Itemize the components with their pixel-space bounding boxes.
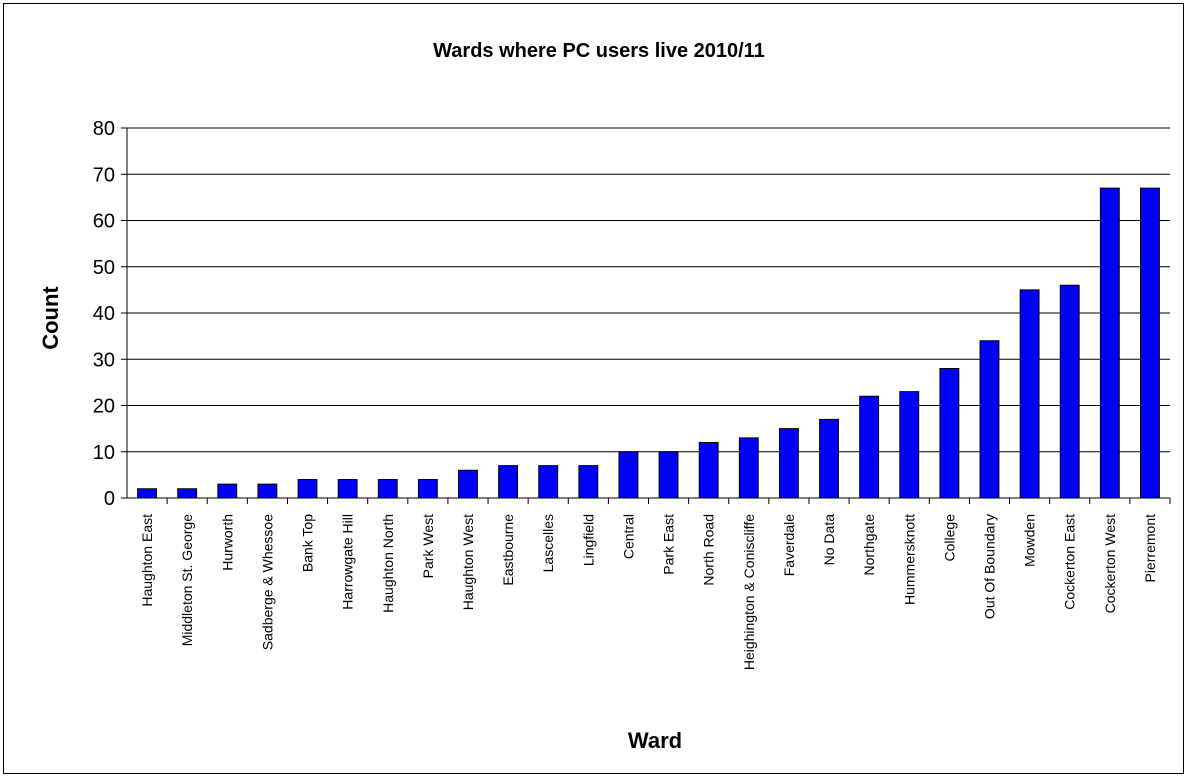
bars bbox=[137, 187, 1160, 499]
x-tick-label: Park West bbox=[420, 514, 436, 578]
bar bbox=[257, 483, 278, 499]
y-tick-label: 50 bbox=[93, 257, 115, 279]
bar bbox=[578, 465, 599, 499]
bar bbox=[618, 451, 639, 499]
bar bbox=[297, 479, 318, 499]
bar bbox=[498, 465, 519, 499]
bar bbox=[337, 479, 358, 499]
x-tick-label: Mowden bbox=[1022, 514, 1038, 567]
x-tick-labels: Haughton East Middleton St. George Hurwort… bbox=[139, 514, 1158, 670]
y-tick-label: 60 bbox=[93, 211, 115, 233]
bar bbox=[177, 488, 198, 499]
x-tick-label: Faverdale bbox=[781, 514, 797, 576]
x-tick-label: Northgate bbox=[861, 514, 877, 576]
bar bbox=[458, 469, 478, 499]
bar bbox=[377, 479, 398, 499]
y-tick-label: 30 bbox=[93, 349, 115, 371]
x-tick-label: Haughton West bbox=[460, 514, 476, 610]
bar bbox=[417, 479, 438, 499]
x-tick-label: Cockerton East bbox=[1062, 514, 1078, 610]
x-axis-title: Ward bbox=[628, 728, 682, 753]
x-tick-label: College bbox=[941, 514, 957, 562]
x-tick-label: Park East bbox=[661, 514, 677, 575]
x-tick-label: Pierremont bbox=[1142, 514, 1158, 583]
bar bbox=[217, 483, 238, 499]
y-tick-label: 0 bbox=[104, 488, 115, 510]
x-tick-label: Middleton St. George bbox=[179, 514, 195, 647]
x-tick-label: Heighington & Coniscliffe bbox=[741, 514, 757, 670]
x-tick-label: Out Of Boundary bbox=[981, 514, 997, 619]
axes bbox=[126, 128, 1170, 499]
x-tick-label: Cockerton West bbox=[1102, 514, 1118, 613]
x-tick-label: Bank Top bbox=[300, 514, 316, 572]
y-axis-title: Count bbox=[38, 286, 63, 350]
y-tick-label: 20 bbox=[93, 396, 115, 418]
y-tick-labels: 0 10 20 30 40 50 60 70 80 bbox=[93, 118, 115, 510]
bar bbox=[899, 391, 920, 499]
bar bbox=[1099, 187, 1120, 499]
bar bbox=[939, 368, 960, 499]
bar bbox=[979, 340, 1000, 499]
y-tick-label: 40 bbox=[93, 303, 115, 325]
chart-title: Wards where PC users live 2010/11 bbox=[433, 40, 765, 62]
bar bbox=[1140, 187, 1160, 499]
x-tick-label: Sadberge & Whessoe bbox=[259, 514, 275, 650]
x-tick-label: Harrowgate Hill bbox=[340, 514, 356, 610]
bar bbox=[819, 418, 839, 499]
x-tick-label: Hummersknott bbox=[901, 514, 917, 605]
x-tick-label: No Data bbox=[821, 514, 837, 566]
x-tick-label: Lascelles bbox=[540, 514, 556, 572]
x-tick-label: North Road bbox=[701, 514, 717, 586]
x-tick-label: Haughton North bbox=[380, 514, 396, 613]
x-tick-label: Eastbourne bbox=[500, 514, 516, 586]
y-tick-label: 70 bbox=[93, 164, 115, 186]
bar bbox=[1059, 284, 1080, 499]
bar bbox=[538, 465, 559, 499]
bar bbox=[698, 442, 719, 499]
bar-chart: Wards where PC users live 2010/11 Ward C… bbox=[38, 40, 1171, 753]
bar bbox=[859, 395, 880, 499]
bar bbox=[738, 437, 759, 499]
x-tick-label: Haughton East bbox=[139, 514, 155, 607]
x-tick-label: Hurworth bbox=[219, 514, 235, 571]
gridlines bbox=[121, 127, 1171, 504]
bar bbox=[1019, 289, 1040, 499]
y-tick-label: 10 bbox=[93, 442, 115, 464]
y-tick-label: 80 bbox=[93, 118, 115, 140]
chart-frame: Wards where PC users live 2010/11 Ward C… bbox=[3, 3, 1184, 774]
bar bbox=[137, 488, 157, 499]
x-tick-label: Lingfield bbox=[580, 514, 596, 566]
x-tick-label: Central bbox=[620, 514, 636, 559]
bar bbox=[658, 451, 679, 499]
bar bbox=[778, 428, 799, 499]
